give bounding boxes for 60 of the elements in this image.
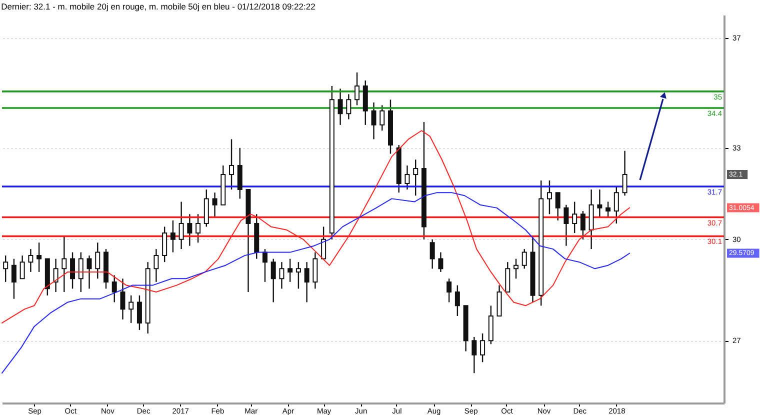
candlestick — [112, 274, 117, 303]
candlestick — [371, 102, 376, 140]
candlestick — [572, 201, 578, 234]
candlestick — [597, 188, 602, 218]
candlestick — [196, 214, 201, 244]
candlestick — [454, 284, 460, 317]
candlestick — [472, 336, 477, 374]
candlestick — [438, 252, 444, 273]
line-series — [2, 192, 630, 374]
candlestick — [321, 226, 326, 260]
candlestick — [95, 242, 100, 280]
candlestick — [237, 147, 242, 200]
candlestick — [505, 261, 510, 293]
candlestick — [546, 180, 552, 215]
candlestick — [413, 159, 418, 196]
candlestick — [606, 201, 611, 218]
candlestick — [53, 258, 58, 293]
candlestick — [522, 248, 527, 270]
candlestick — [270, 258, 276, 303]
candlestick — [614, 186, 619, 224]
candlestick — [20, 254, 25, 280]
candlestick — [404, 164, 410, 190]
candlestick — [354, 72, 360, 106]
candlestick — [78, 252, 84, 293]
candlestick — [296, 261, 301, 290]
candlestick — [496, 284, 502, 317]
candlestick — [86, 254, 92, 290]
candlestick — [212, 192, 218, 218]
candlestick — [446, 278, 452, 303]
candlestick — [279, 261, 284, 290]
candlestick — [346, 94, 352, 120]
candlestick — [36, 242, 42, 273]
candlestick — [154, 248, 159, 283]
candlestick — [622, 150, 628, 196]
candlestick — [380, 104, 385, 132]
candlestick — [580, 210, 586, 240]
candlestick — [136, 294, 142, 331]
candlestick — [480, 332, 486, 363]
candlestick — [312, 252, 318, 290]
candlestick — [178, 201, 184, 250]
candlestick — [514, 258, 519, 280]
candlestick — [304, 261, 310, 303]
candlestick — [262, 248, 268, 283]
candlestick — [430, 238, 435, 270]
candlestick — [229, 138, 234, 190]
candlestick — [3, 254, 8, 283]
candlestick — [120, 278, 126, 320]
candlestick — [62, 236, 67, 293]
candlestick — [338, 88, 343, 126]
candlestick — [162, 226, 168, 263]
candlestick — [288, 258, 293, 283]
candlestick — [187, 214, 192, 246]
chart-title: Dernier: 32.1 - m. mobile 20j en rouge, m. mobile 50j en bleu - 01/12/2018 09:22:22 — [1, 2, 316, 12]
candlestick — [128, 294, 134, 324]
candlestick — [70, 252, 76, 290]
candlestick — [170, 220, 176, 253]
candlestick — [555, 192, 560, 222]
candlestick — [28, 248, 34, 273]
candlestick — [564, 204, 569, 246]
candlestick — [11, 258, 16, 300]
